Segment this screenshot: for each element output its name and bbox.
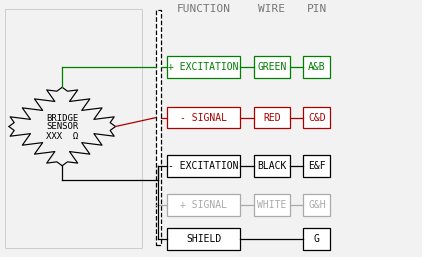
FancyBboxPatch shape [167,107,241,128]
FancyBboxPatch shape [254,107,290,128]
Text: BLACK: BLACK [257,161,287,171]
Text: + EXCITATION: + EXCITATION [168,62,239,72]
Text: WIRE: WIRE [259,4,286,14]
Text: GREEN: GREEN [257,62,287,72]
FancyBboxPatch shape [303,155,330,177]
Text: A&B: A&B [308,62,326,72]
Text: SENSOR: SENSOR [46,122,78,131]
FancyBboxPatch shape [303,107,330,128]
Text: FUNCTION: FUNCTION [177,4,231,14]
FancyBboxPatch shape [303,228,330,250]
FancyBboxPatch shape [254,194,290,216]
Text: E&F: E&F [308,161,326,171]
FancyBboxPatch shape [167,56,241,78]
Text: WHITE: WHITE [257,200,287,210]
Text: BRIDGE: BRIDGE [46,114,78,123]
Text: SHIELD: SHIELD [186,234,221,244]
FancyBboxPatch shape [254,56,290,78]
FancyBboxPatch shape [156,10,161,245]
Text: G: G [314,234,320,244]
FancyBboxPatch shape [167,155,241,177]
FancyBboxPatch shape [303,56,330,78]
Text: G&H: G&H [308,200,326,210]
Text: RED: RED [263,113,281,123]
FancyBboxPatch shape [254,155,290,177]
Text: - EXCITATION: - EXCITATION [168,161,239,171]
FancyBboxPatch shape [167,194,241,216]
Text: PIN: PIN [307,4,327,14]
FancyBboxPatch shape [167,228,241,250]
Text: + SIGNAL: + SIGNAL [180,200,227,210]
Text: XXX  Ω: XXX Ω [46,132,78,141]
FancyBboxPatch shape [303,194,330,216]
Text: - SIGNAL: - SIGNAL [180,113,227,123]
Text: C&D: C&D [308,113,326,123]
